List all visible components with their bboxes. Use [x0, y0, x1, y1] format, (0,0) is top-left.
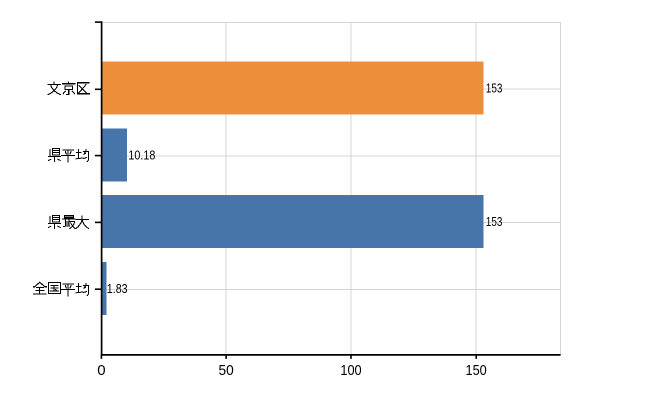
svg-text:10.18: 10.18 — [128, 147, 155, 162]
svg-text:153: 153 — [486, 214, 503, 229]
svg-text:150: 150 — [466, 362, 487, 379]
svg-text:50: 50 — [219, 362, 234, 379]
svg-text:153: 153 — [486, 81, 503, 96]
svg-text:0: 0 — [97, 362, 105, 379]
svg-text:1.83: 1.83 — [107, 281, 128, 296]
svg-text:100: 100 — [340, 362, 361, 379]
